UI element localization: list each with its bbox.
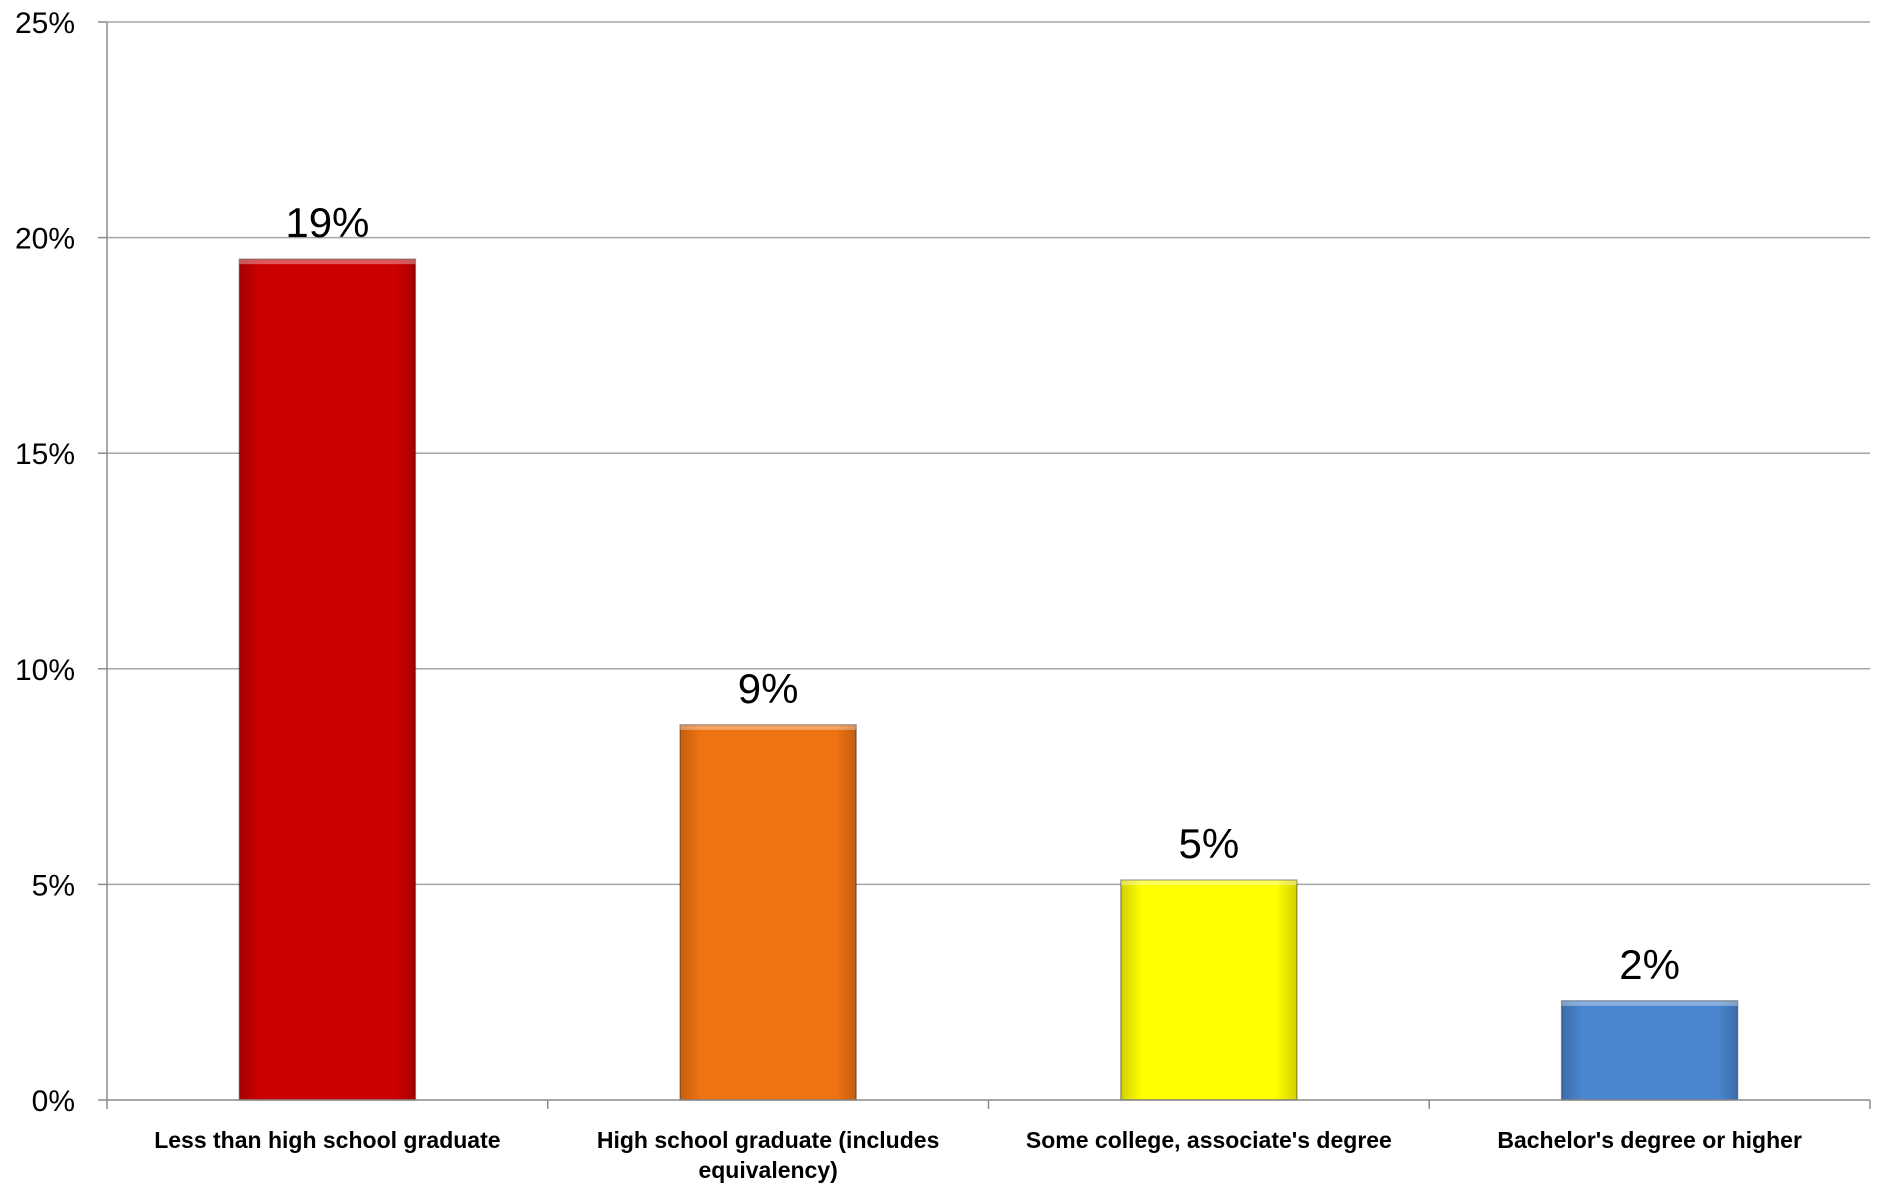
bar-shading <box>1561 1000 1738 1100</box>
bar-highlight <box>680 724 857 730</box>
axes <box>106 22 1871 1109</box>
bar <box>679 724 857 1101</box>
category-label: Some college, associate's degree <box>1026 1127 1392 1153</box>
y-axis-ticks: 0% 5% 10% 15% 20% 25% <box>15 7 107 1118</box>
bar <box>1120 879 1298 1101</box>
bar-highlight <box>1120 880 1297 886</box>
bars <box>238 258 1739 1101</box>
data-label: 5% <box>1179 820 1240 867</box>
bar-shading <box>1120 880 1297 1100</box>
category-labels: Less than high school graduate High schoo… <box>154 1127 1802 1183</box>
bar-shading <box>239 259 416 1100</box>
bar <box>1560 1000 1739 1101</box>
bar-highlight <box>239 259 416 265</box>
bar-shading <box>680 724 857 1100</box>
data-label: 9% <box>738 665 799 712</box>
y-tick-label: 20% <box>15 223 75 256</box>
data-label: 2% <box>1619 941 1680 988</box>
category-label: High school graduate (includes equivalenc… <box>597 1127 939 1183</box>
y-tick-label: 10% <box>15 654 75 687</box>
data-labels: 19% 9% 5% 2% <box>285 199 1680 988</box>
y-tick-label: 0% <box>32 1085 75 1118</box>
category-label: Less than high school graduate <box>154 1127 500 1153</box>
data-label: 19% <box>285 199 369 246</box>
bar <box>238 258 417 1101</box>
bar-highlight <box>1561 1000 1738 1006</box>
y-tick-label: 15% <box>15 438 75 471</box>
category-label: Bachelor's degree or higher <box>1497 1127 1802 1153</box>
y-tick-label: 5% <box>32 869 75 902</box>
y-tick-label: 25% <box>15 7 75 40</box>
